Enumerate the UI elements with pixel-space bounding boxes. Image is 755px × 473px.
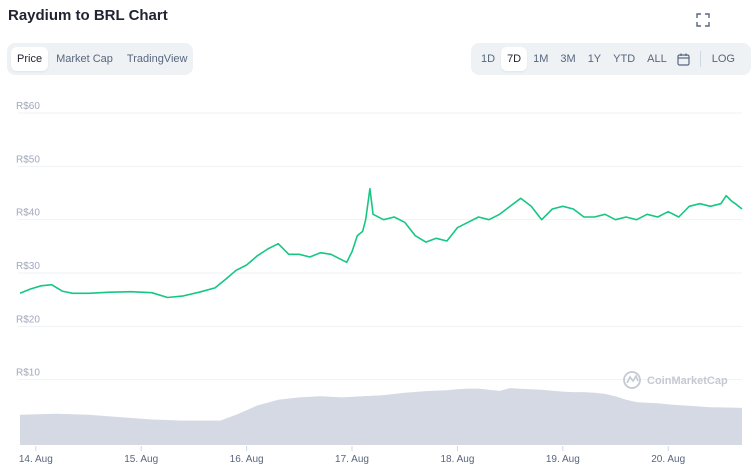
y-tick-label: R$50 bbox=[16, 154, 40, 165]
y-tick-label: R$10 bbox=[16, 368, 40, 379]
watermark-text: CoinMarketCap bbox=[647, 375, 728, 387]
price-series bbox=[19, 187, 743, 299]
expand-icon[interactable] bbox=[694, 11, 712, 29]
y-tick-label: R$20 bbox=[16, 314, 40, 325]
x-axis-ticks: 14. Aug 15. Aug 16. Aug 17. Aug 18. Aug 19. A… bbox=[19, 446, 685, 465]
divider bbox=[699, 51, 701, 67]
x-tick-label: 19. Aug bbox=[546, 454, 580, 465]
y-tick-label: R$30 bbox=[16, 261, 40, 272]
tab-market-cap[interactable]: Market Cap bbox=[56, 53, 113, 65]
chart-type-tabs: Price Market Cap TradingView bbox=[7, 43, 193, 75]
range-1d-button[interactable]: 1D bbox=[481, 53, 496, 65]
y-axis-ticks: R$10 R$20 R$30 R$40 R$50 R$60 bbox=[16, 101, 40, 379]
tab-tradingview[interactable]: TradingView bbox=[126, 53, 188, 65]
range-7d-button[interactable]: 7D bbox=[501, 47, 528, 71]
volume-series bbox=[20, 388, 742, 445]
y-tick-label: R$40 bbox=[16, 208, 40, 219]
x-tick-label: 18. Aug bbox=[440, 454, 474, 465]
gridlines bbox=[18, 112, 742, 381]
range-3m-button[interactable]: 3M bbox=[560, 53, 576, 65]
range-all-button[interactable]: ALL bbox=[647, 53, 667, 65]
coinmarketcap-logo-icon bbox=[623, 371, 641, 389]
range-1y-button[interactable]: 1Y bbox=[587, 53, 602, 65]
x-tick-label: 15. Aug bbox=[124, 454, 158, 465]
price-line bbox=[19, 187, 743, 299]
range-ytd-button[interactable]: YTD bbox=[613, 53, 636, 65]
x-tick-label: 16. Aug bbox=[230, 454, 264, 465]
y-tick-label: R$60 bbox=[16, 101, 40, 112]
volume-area bbox=[20, 388, 742, 445]
log-scale-button[interactable]: LOG bbox=[711, 53, 735, 65]
x-tick-label: 20. Aug bbox=[651, 454, 685, 465]
time-range-selector: 1D 7D 1M 3M 1Y YTD ALL LOG bbox=[471, 43, 751, 75]
x-tick-label: 17. Aug bbox=[335, 454, 369, 465]
page-title: Raydium to BRL Chart bbox=[8, 7, 168, 24]
tab-price[interactable]: Price bbox=[11, 47, 49, 71]
range-1m-button[interactable]: 1M bbox=[533, 53, 549, 65]
x-tick-label: 14. Aug bbox=[19, 454, 53, 465]
calendar-icon[interactable] bbox=[673, 47, 695, 71]
watermark: CoinMarketCap bbox=[623, 371, 728, 389]
